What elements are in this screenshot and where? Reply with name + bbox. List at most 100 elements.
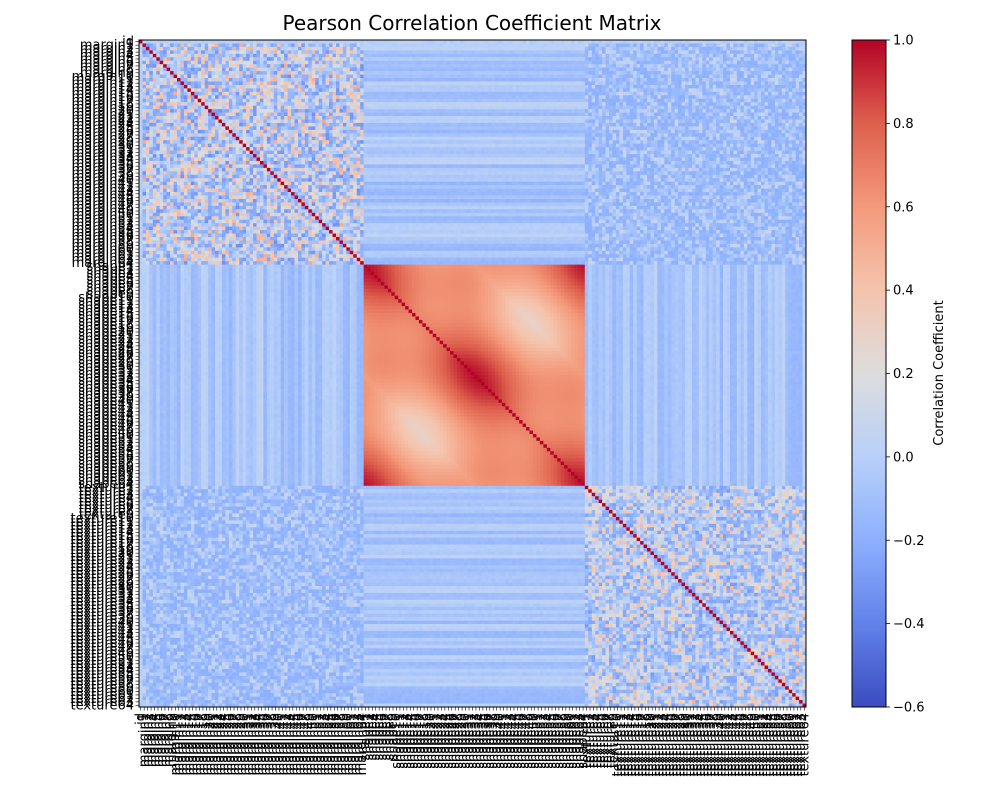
heatmap-cell xyxy=(149,91,154,96)
heatmap-cell xyxy=(156,78,161,82)
heatmap-cell xyxy=(322,105,326,110)
heatmap-cell xyxy=(660,78,665,82)
heatmap-cell xyxy=(729,91,734,96)
heatmap-cell xyxy=(529,91,534,96)
heatmap-cell xyxy=(477,74,482,79)
heatmap-cell xyxy=(522,105,527,110)
heatmap-cell xyxy=(716,88,720,93)
heatmap-cell xyxy=(747,95,752,100)
heatmap-cell xyxy=(443,122,447,127)
heatmap-cell xyxy=(456,64,461,68)
heatmap-cell xyxy=(380,109,385,113)
heatmap-cell xyxy=(311,102,316,107)
heatmap-cell xyxy=(363,102,368,107)
heatmap-cell xyxy=(450,60,454,65)
heatmap-cell xyxy=(374,102,378,107)
heatmap-cell xyxy=(346,98,351,103)
heatmap-cell xyxy=(671,126,676,131)
heatmap-cell xyxy=(232,91,237,96)
heatmap-cell xyxy=(142,71,147,75)
heatmap-cell xyxy=(235,46,240,51)
heatmap-cell xyxy=(370,105,375,110)
heatmap-cell xyxy=(398,84,403,89)
heatmap-cell xyxy=(598,67,603,72)
heatmap-cell xyxy=(311,71,316,75)
heatmap-cell xyxy=(398,71,403,75)
heatmap-cell xyxy=(363,57,368,62)
heatmap-cell xyxy=(197,81,202,86)
heatmap-cell xyxy=(792,109,796,113)
heatmap-cell xyxy=(380,74,385,79)
heatmap-cell xyxy=(667,81,672,86)
heatmap-cell xyxy=(678,60,682,65)
heatmap-cell xyxy=(149,116,154,120)
heatmap-cell xyxy=(415,46,420,51)
heatmap-cell xyxy=(142,43,147,48)
heatmap-cell xyxy=(685,78,689,82)
heatmap-cell xyxy=(691,95,696,100)
heatmap-cell xyxy=(653,67,658,72)
heatmap-cell xyxy=(681,64,686,68)
heatmap-cell xyxy=(757,78,762,82)
heatmap-cell xyxy=(557,116,561,120)
heatmap-cell xyxy=(159,71,164,75)
heatmap-cell xyxy=(145,64,150,68)
heatmap-cell xyxy=(163,116,167,120)
heatmap-cell xyxy=(232,57,237,62)
heatmap-cell xyxy=(591,126,596,131)
heatmap-cell xyxy=(450,50,454,55)
heatmap-cell xyxy=(301,43,306,48)
heatmap-cell xyxy=(156,122,161,127)
heatmap-cell xyxy=(619,71,624,75)
heatmap-cell xyxy=(270,112,275,117)
heatmap-cell xyxy=(215,74,219,79)
heatmap-cell xyxy=(657,74,662,79)
heatmap-cell xyxy=(726,109,731,113)
heatmap-cell xyxy=(418,64,423,68)
heatmap-cell xyxy=(370,126,375,131)
heatmap-cell xyxy=(353,46,358,51)
heatmap-cell xyxy=(425,98,430,103)
heatmap-cell xyxy=(239,71,244,75)
heatmap-cell xyxy=(660,64,665,68)
heatmap-cell xyxy=(795,74,800,79)
heatmap-cell xyxy=(170,112,174,117)
heatmap-cell xyxy=(391,43,396,48)
heatmap-cell xyxy=(781,84,786,89)
heatmap-cell xyxy=(156,109,161,113)
heatmap-cell xyxy=(356,40,361,44)
heatmap-cell xyxy=(142,64,147,68)
heatmap-cell xyxy=(228,119,233,124)
heatmap-cell xyxy=(159,46,164,51)
heatmap-cell xyxy=(270,60,275,65)
heatmap-cell xyxy=(622,116,627,120)
heatmap-cell xyxy=(311,119,316,124)
heatmap-cell xyxy=(342,60,347,65)
heatmap-cell xyxy=(581,105,586,110)
heatmap-cell xyxy=(685,81,689,86)
heatmap-cell xyxy=(246,95,250,100)
heatmap-cell xyxy=(332,102,337,107)
heatmap-cell xyxy=(163,95,167,100)
heatmap-cell xyxy=(474,74,479,79)
heatmap-cell xyxy=(591,84,596,89)
heatmap-cell xyxy=(605,112,610,117)
heatmap-cell xyxy=(691,67,696,72)
heatmap-cell xyxy=(726,64,731,68)
heatmap-cell xyxy=(546,64,551,68)
heatmap-cell xyxy=(149,95,154,100)
heatmap-cell xyxy=(436,122,441,127)
heatmap-cell xyxy=(622,78,627,82)
heatmap-cell xyxy=(736,40,741,44)
heatmap-cell xyxy=(398,46,403,51)
heatmap-cell xyxy=(643,46,648,51)
heatmap-cell xyxy=(322,88,326,93)
heatmap-cell xyxy=(609,60,613,65)
heatmap-cell xyxy=(612,116,617,120)
heatmap-cell xyxy=(270,84,275,89)
heatmap-cell xyxy=(615,126,620,131)
heatmap-cell xyxy=(643,74,648,79)
heatmap-cell xyxy=(346,95,351,100)
heatmap-cell xyxy=(570,109,575,113)
heatmap-cell xyxy=(615,88,620,93)
